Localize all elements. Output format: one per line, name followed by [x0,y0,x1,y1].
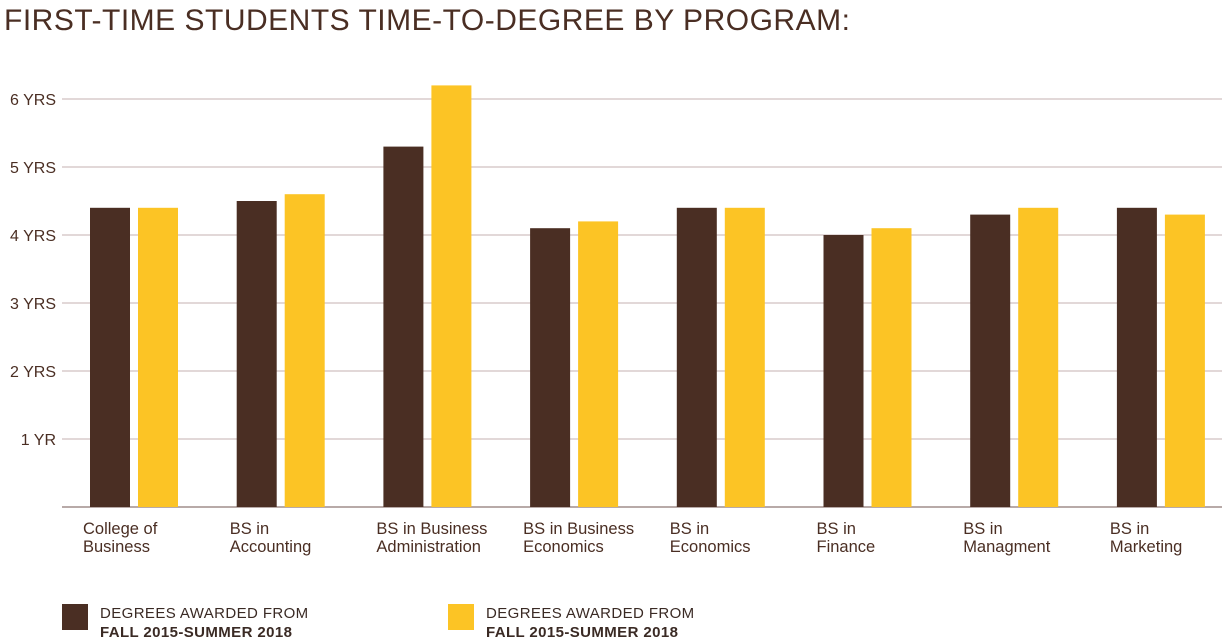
x-tick-label: BS in Business [376,520,487,538]
legend-swatch-series-1 [62,604,88,630]
x-tick-label: Finance [817,538,876,556]
x-tick-label: BS in [670,520,709,538]
y-tick-label: 5 YRS [10,160,56,177]
x-tick-label: BS in [817,520,856,538]
y-tick-label: 4 YRS [10,228,56,245]
bar-series-1 [383,146,424,507]
x-tick-label: BS in [963,520,1002,538]
x-tick-label: BS in [1110,520,1149,538]
x-tick-label: Business [83,538,150,556]
bar-series-2 [871,228,912,507]
y-tick-label: 1 YR [21,432,56,449]
x-tick-label: Economics [523,538,604,556]
legend-line1: DEGREES AWARDED FROM [486,605,695,622]
y-tick-label: 2 YRS [10,364,56,381]
bar-series-2 [284,194,325,507]
bar-series-2 [724,207,765,508]
legend-swatch-series-2 [448,604,474,630]
bar-series-2 [138,207,178,508]
legend-label-series-2: DEGREES AWARDED FROM FALL 2015-SUMMER 20… [486,604,695,642]
bar-series-2 [431,85,472,508]
legend-item-series-2: DEGREES AWARDED FROM FALL 2015-SUMMER 20… [448,604,695,642]
bar-series-1 [1116,207,1157,508]
x-tick-label: BS in Business [523,520,634,538]
x-tick-label: College of [83,520,158,538]
x-tick-label: Accounting [230,538,312,556]
x-tick-label: BS in [230,520,269,538]
bar-series-1 [823,235,864,507]
bar-series-1 [530,228,571,507]
chart-title: FIRST-TIME STUDENTS TIME-TO-DEGREE BY PR… [4,4,851,37]
legend-line2: FALL 2015-SUMMER 2018 [486,624,679,641]
x-tick-label: Managment [963,538,1051,556]
x-tick-label: Marketing [1110,538,1182,556]
legend-line1: DEGREES AWARDED FROM [100,605,309,622]
bar-series-1 [676,207,717,508]
bar-series-2 [578,221,619,507]
y-tick-label: 3 YRS [10,296,56,313]
bar-series-1 [236,201,277,507]
legend-label-series-1: DEGREES AWARDED FROM FALL 2015-SUMMER 20… [100,604,309,642]
legend-line2: FALL 2015-SUMMER 2018 [100,624,293,641]
bar-series-2 [1018,207,1059,508]
bar-series-1 [970,214,1011,507]
x-tick-label: Economics [670,538,751,556]
bar-series-1 [90,207,130,508]
x-tick-label: Administration [376,538,481,556]
legend-item-series-1: DEGREES AWARDED FROM FALL 2015-SUMMER 20… [62,604,309,642]
bar-series-2 [1164,214,1205,507]
y-tick-label: 6 YRS [10,92,56,109]
